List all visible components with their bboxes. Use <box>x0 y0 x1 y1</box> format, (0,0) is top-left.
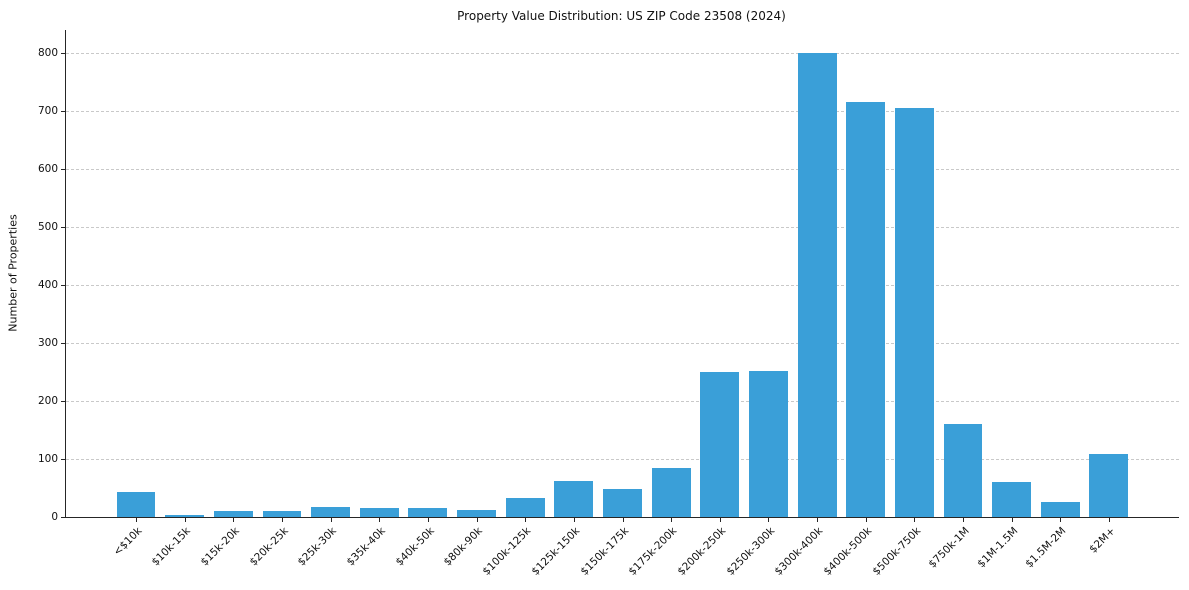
bar <box>894 107 934 517</box>
y-tick-mark <box>61 517 65 518</box>
x-tick-mark <box>817 518 819 522</box>
gridline <box>66 227 1179 229</box>
bar <box>408 507 448 517</box>
y-tick-mark <box>61 111 65 113</box>
bar <box>457 510 496 517</box>
x-tick-label: $300k-400k <box>772 525 826 578</box>
y-tick-mark <box>61 343 65 345</box>
x-tick-label: $400k-500k <box>821 525 875 578</box>
y-tick-mark <box>61 459 65 461</box>
x-tick-mark <box>573 518 575 522</box>
bar <box>359 507 399 517</box>
x-tick-mark <box>330 518 332 522</box>
y-tick-label: 0 <box>51 511 58 523</box>
x-tick-label: $750k-1M <box>926 525 972 571</box>
bar <box>651 467 691 517</box>
gridline <box>66 111 1179 113</box>
gridline <box>66 169 1179 171</box>
gridline <box>66 459 1179 461</box>
x-tick-label: $175k-200k <box>626 525 680 578</box>
x-tick-mark <box>719 518 721 522</box>
x-tick-label: $15k-20k <box>198 525 242 569</box>
x-tick-mark <box>1108 518 1110 522</box>
y-tick-mark <box>61 227 65 229</box>
y-tick-label: 500 <box>37 221 58 234</box>
y-tick-label: 300 <box>37 337 58 350</box>
x-tick-mark <box>427 518 429 522</box>
x-tick-mark <box>671 518 673 522</box>
x-tick-mark <box>1060 518 1062 522</box>
x-tick-label: $80k-90k <box>441 525 486 569</box>
bar <box>311 507 351 517</box>
gridline <box>66 401 1179 403</box>
x-tick-label: $2M+ <box>1086 525 1118 556</box>
bar <box>554 481 594 517</box>
x-tick-mark <box>379 518 381 522</box>
x-tick-label: $20k-25k <box>247 525 291 569</box>
bar <box>748 371 788 517</box>
y-tick-label: 600 <box>37 163 58 176</box>
x-tick-label: $250k-300k <box>724 525 777 578</box>
x-tick-mark <box>1011 518 1013 522</box>
bar <box>1089 453 1129 517</box>
bar <box>1040 501 1080 517</box>
bar <box>505 497 545 517</box>
bar <box>943 424 983 517</box>
y-tick-label: 400 <box>37 279 58 292</box>
y-tick-label: 800 <box>37 47 58 60</box>
x-tick-mark <box>233 518 235 522</box>
x-tick-mark <box>768 518 770 522</box>
plot-area: 0 100 200 300 400 500 600 700 800 <$10k $10k-15k $1… <box>38 30 1179 578</box>
x-tick-label: <$10k <box>111 525 145 559</box>
y-axis-label: Number of Properties <box>6 214 20 332</box>
x-tick-label: $125k-150k <box>529 525 583 578</box>
bar <box>116 492 156 517</box>
x-tick-label: $100k-125k <box>480 525 534 578</box>
y-tick-label: 100 <box>37 453 58 466</box>
x-tick-mark <box>476 518 478 522</box>
x-tick-label: $1.5M-2M <box>1023 525 1069 571</box>
y-tick-mark <box>61 169 65 171</box>
gridline <box>66 285 1179 287</box>
gridline <box>66 53 1179 55</box>
x-tick-mark <box>184 518 186 522</box>
x-tick-label: $200k-250k <box>675 525 729 578</box>
x-tick-label: $35k-40k <box>344 525 388 569</box>
bar <box>213 511 253 517</box>
y-tick-label: 200 <box>37 395 58 408</box>
chart-title: Property Value Distribution: US ZIP Code… <box>457 9 786 23</box>
x-tick-label: $10k-15k <box>149 525 194 569</box>
bar <box>797 52 837 517</box>
y-tick-label: 700 <box>37 105 58 118</box>
bar <box>165 514 205 517</box>
x-tick-mark <box>525 518 527 522</box>
y-tick-mark <box>61 285 65 287</box>
gridline <box>66 343 1179 345</box>
x-tick-mark <box>136 518 138 522</box>
bar <box>262 511 302 517</box>
x-tick-mark <box>914 518 916 522</box>
x-tick-label: $40k-50k <box>393 525 437 569</box>
x-tick-label: $150k-175k <box>578 525 631 578</box>
bar <box>700 372 740 517</box>
x-tick-label: $500k-750k <box>870 525 923 578</box>
y-tick-mark <box>61 401 65 403</box>
bar <box>603 489 642 517</box>
bar <box>846 101 886 517</box>
x-tick-mark <box>963 518 965 522</box>
x-tick-label: $1M-1.5M <box>974 525 1021 571</box>
x-tick-mark <box>622 518 624 522</box>
x-tick-mark <box>865 518 867 522</box>
y-tick-mark <box>61 53 65 55</box>
x-tick-label: $25k-30k <box>295 525 340 569</box>
x-tick-mark <box>281 518 283 522</box>
bar <box>992 482 1032 517</box>
